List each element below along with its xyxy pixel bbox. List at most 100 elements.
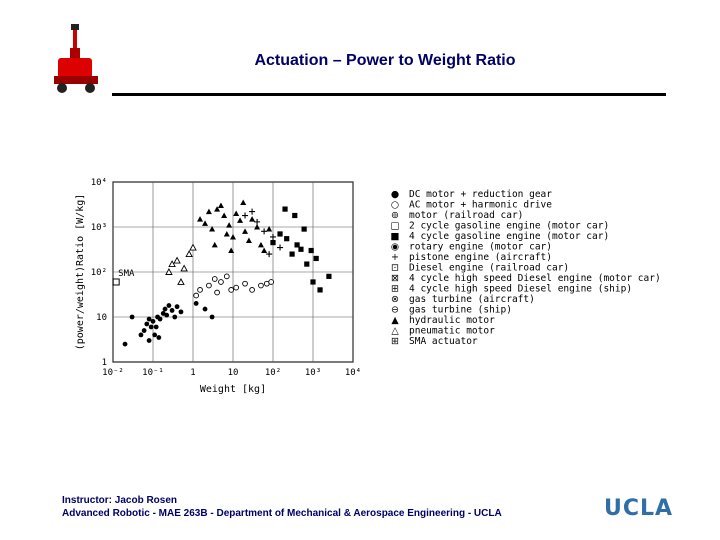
data-point: [180, 264, 188, 272]
data-point: [261, 247, 268, 254]
legend-label: SMA actuator: [409, 336, 478, 347]
data-point: [228, 247, 235, 254]
data-point: [249, 216, 256, 222]
data-point: [233, 210, 240, 216]
ucla-logo: UCLA: [604, 496, 674, 521]
data-point: [141, 328, 147, 333]
data-point: [173, 256, 181, 264]
data-point: [172, 314, 178, 320]
data-point: [289, 251, 295, 257]
data-point: [156, 335, 162, 340]
data-point: [282, 206, 288, 212]
data-point: [205, 208, 212, 215]
legend-symbol: ○: [391, 200, 399, 211]
data-point: [304, 261, 310, 267]
y-tick-label: 10: [96, 313, 107, 323]
legend-symbol: ▲: [391, 315, 399, 326]
legend-symbol: ⊡: [391, 263, 399, 274]
legend-label: hydraulic motor: [409, 315, 495, 326]
robot-arm-icon: [54, 24, 98, 93]
legend-label: DC motor + reduction gear: [409, 189, 552, 200]
data-point: [245, 237, 252, 244]
data-point: [152, 332, 158, 338]
data-point: [223, 230, 230, 237]
data-point: [178, 309, 184, 315]
legend-label: 4 cycle gasoline engine (motor car): [409, 231, 609, 242]
legend-label: 4 cycle high speed Diesel engine (ship): [409, 284, 632, 295]
data-point: [218, 279, 224, 285]
data-point: [313, 255, 319, 262]
y-tick-label: 10²: [91, 268, 107, 278]
data-point: [237, 217, 244, 223]
data-point: [157, 316, 163, 322]
data-point: [206, 282, 212, 289]
data-point: [174, 304, 180, 310]
page-title: Actuation – Power to Weight Ratio: [254, 52, 516, 69]
data-point: [223, 273, 230, 280]
legend-symbol: ⊚: [391, 210, 399, 221]
data-point: [257, 241, 264, 248]
data-point: [211, 241, 218, 248]
legend-label: 2 cycle gasoline engine (motor car): [409, 221, 609, 232]
title-divider: [112, 93, 666, 96]
data-point: [292, 212, 298, 219]
legend-symbol: ⊞: [391, 336, 399, 347]
legend-symbol: ◉: [391, 242, 399, 253]
data-point: [233, 284, 240, 291]
data-point: [254, 224, 261, 230]
legend-symbol: ■: [391, 231, 400, 242]
data-point: [294, 242, 300, 248]
legend-symbol: ⊖: [391, 305, 399, 316]
legend-label: rotary engine (motor car): [409, 242, 552, 253]
data-point: [266, 226, 273, 232]
data-point: [150, 318, 156, 324]
data-point: [138, 332, 144, 338]
data-point: [254, 218, 261, 225]
x-tick-label: 1: [190, 368, 195, 378]
data-point: [214, 206, 221, 212]
data-point: [230, 233, 236, 240]
data-point: [284, 236, 290, 242]
data-point: [249, 208, 256, 215]
footer-instructor: Instructor: Jacob Rosen: [62, 495, 178, 506]
data-point: [226, 222, 233, 228]
data-point: [277, 231, 283, 237]
data-point: [185, 250, 193, 258]
power-weight-chart: 10⁻² 10⁻¹ 1 10 10² 10³ 10⁴ 1 10 10² 10³ 10⁴ Weight […: [75, 178, 661, 395]
data-point: [202, 220, 209, 226]
data-point: [202, 306, 208, 312]
data-point: [122, 341, 128, 347]
data-point: [146, 316, 152, 322]
data-point: [165, 268, 173, 275]
legend-label: gas turbine (ship): [409, 305, 512, 316]
data-point: [197, 216, 204, 222]
data-point: [326, 273, 332, 279]
data-point: [129, 314, 135, 320]
data-point: [277, 244, 284, 251]
data-point: [266, 251, 273, 258]
legend-label: gas turbine (aircraft): [409, 294, 535, 305]
data-point: [166, 303, 172, 308]
data-point: [189, 243, 197, 251]
data-point: [164, 312, 170, 318]
x-tick-label: 10³: [305, 368, 321, 378]
data-point: [240, 199, 247, 206]
y-axis-label: (power/weight)Ratio [W/kg]: [75, 194, 86, 351]
legend-label: 4 cycle high speed Diesel engine (motor …: [409, 273, 661, 284]
data-point: [268, 279, 275, 285]
data-point: [258, 282, 264, 289]
data-point: [217, 202, 224, 209]
footer: Instructor: Jacob Rosen Advanced Robotic…: [62, 494, 502, 520]
y-tick-label: 1: [102, 358, 107, 368]
legend-label: AC motor + harmonic drive: [409, 200, 552, 211]
legend-label: pistone engine (aircraft): [409, 252, 552, 263]
data-point: [169, 308, 175, 313]
x-tick-label: 10⁴: [345, 368, 361, 378]
data-point: [221, 212, 228, 219]
data-point: [301, 226, 307, 232]
data-point: [177, 278, 185, 285]
data-point: [310, 279, 316, 285]
data-point: [308, 247, 314, 254]
legend-symbol: △: [391, 326, 399, 337]
x-tick-label: 10: [228, 368, 239, 378]
